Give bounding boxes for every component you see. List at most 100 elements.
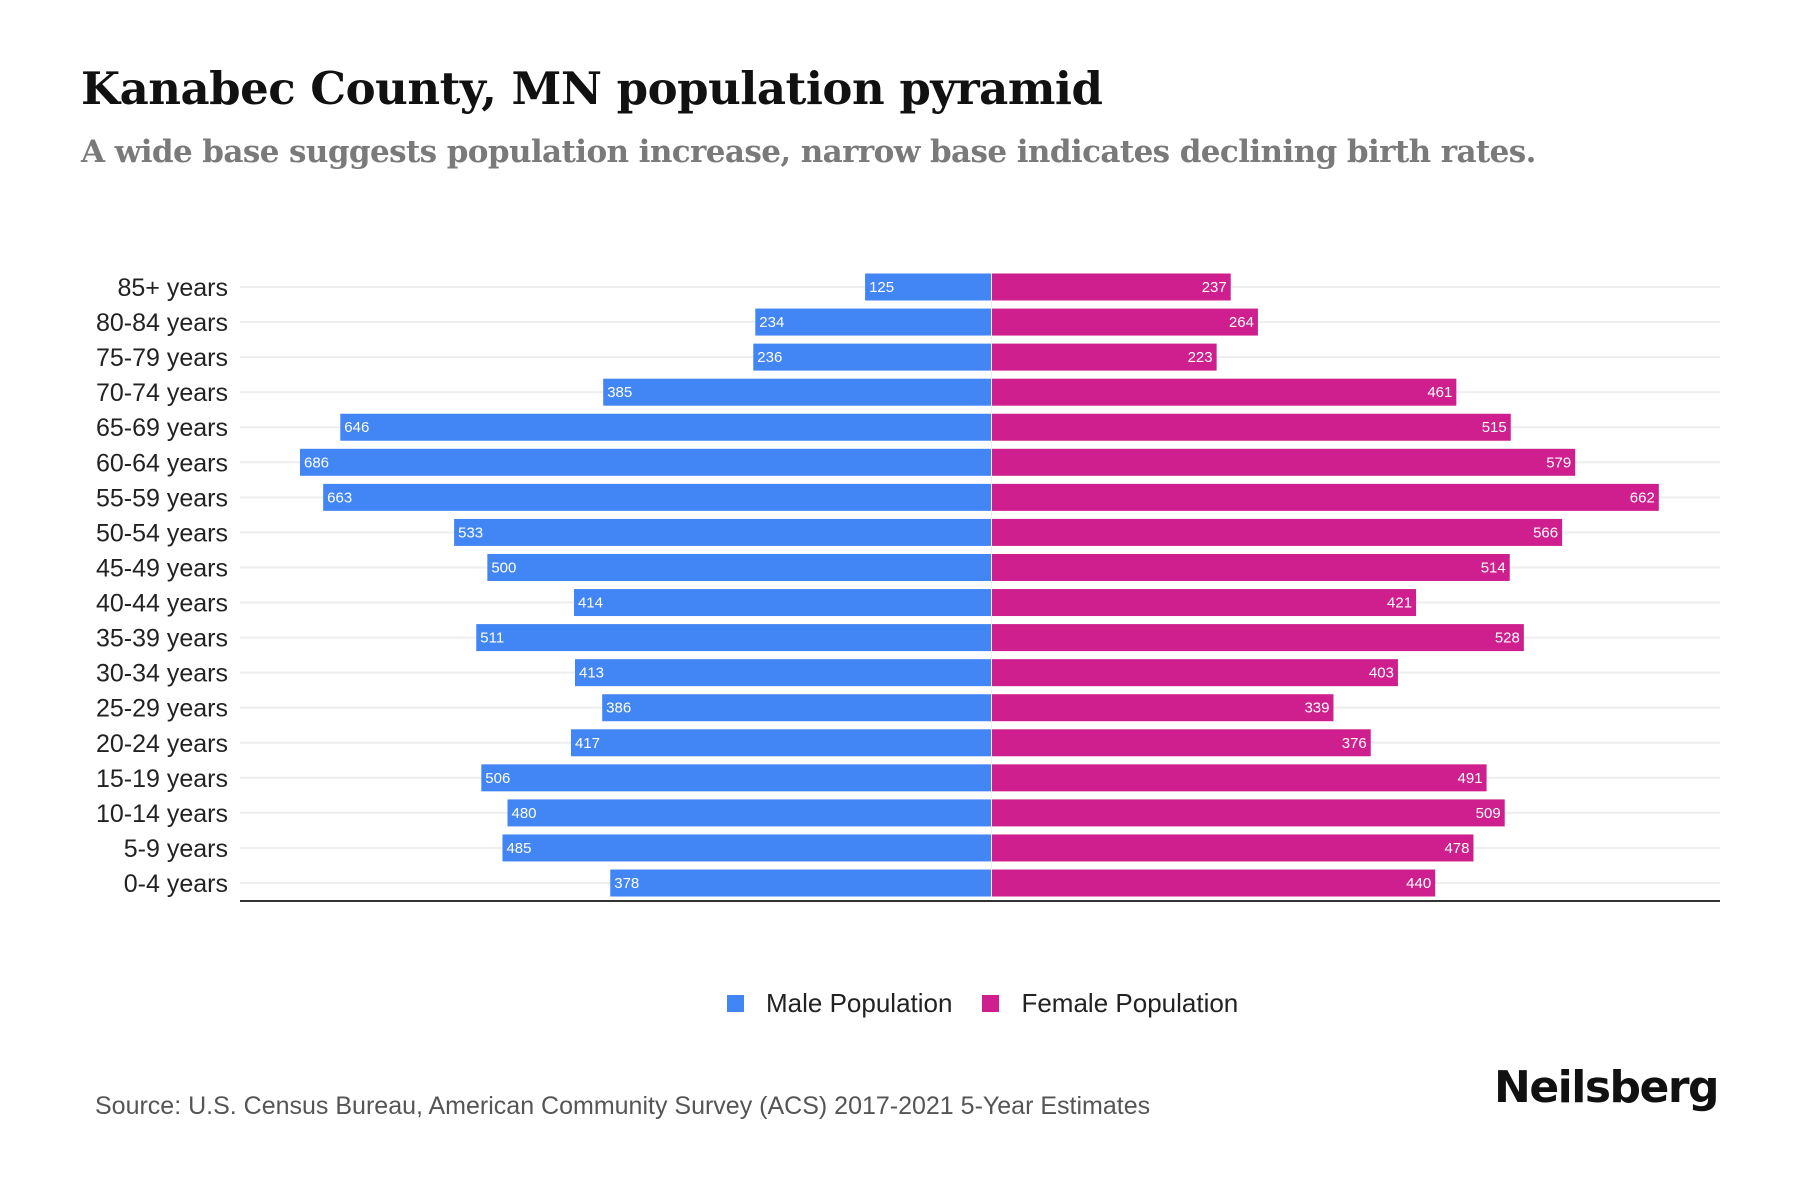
male-value-label: 378: [614, 875, 639, 892]
age-group-label: 10-14 years: [96, 800, 228, 828]
age-group-label: 65-69 years: [96, 414, 228, 442]
male-bar[interactable]: [865, 273, 991, 301]
female-value-label: 376: [1342, 735, 1367, 752]
male-bar[interactable]: [300, 448, 991, 476]
female-value-label: 662: [1630, 489, 1655, 506]
female-value-label: 223: [1188, 349, 1213, 366]
age-group-label: 25-29 years: [96, 695, 228, 723]
male-bar[interactable]: [502, 834, 991, 862]
brand-logo: Neilsberg: [1494, 1062, 1720, 1113]
male-value-label: 480: [512, 805, 537, 822]
female-bar[interactable]: [992, 694, 1334, 722]
male-bar[interactable]: [340, 413, 992, 441]
female-bar[interactable]: [992, 589, 1417, 617]
age-group-label: 75-79 years: [96, 344, 228, 372]
female-bar[interactable]: [992, 413, 1511, 441]
male-value-label: 413: [579, 665, 604, 682]
male-value-label: 385: [607, 384, 632, 401]
female-bar[interactable]: [992, 343, 1217, 371]
male-bar[interactable]: [753, 343, 991, 371]
female-value-label: 509: [1476, 805, 1501, 822]
legend-swatch-female: [982, 995, 1000, 1012]
female-value-label: 421: [1387, 595, 1412, 612]
male-value-label: 125: [869, 279, 894, 296]
age-group-label: 55-59 years: [96, 484, 228, 512]
legend-label-male: Male Population: [766, 988, 953, 1018]
age-group-label: 40-44 years: [96, 590, 228, 618]
male-value-label: 506: [485, 770, 510, 787]
female-bar[interactable]: [992, 764, 1487, 792]
female-bar[interactable]: [992, 729, 1371, 757]
bars: 125 237 234 264 236 223 385 461 646 515 686 579 663 6…: [300, 273, 1659, 897]
male-bar[interactable]: [507, 799, 991, 827]
male-bar[interactable]: [487, 553, 991, 581]
male-bar[interactable]: [602, 694, 991, 722]
female-bar[interactable]: [992, 624, 1524, 652]
female-bar[interactable]: [992, 308, 1258, 336]
legend-item-male[interactable]: Male Population: [727, 988, 952, 1019]
male-value-label: 511: [480, 630, 504, 647]
male-value-label: 417: [575, 735, 600, 752]
female-bar[interactable]: [992, 869, 1436, 897]
female-bar[interactable]: [992, 273, 1231, 301]
female-value-label: 237: [1202, 279, 1227, 296]
age-group-label: 80-84 years: [96, 309, 228, 337]
male-value-label: 663: [327, 489, 352, 506]
male-value-label: 236: [757, 349, 782, 366]
male-bar[interactable]: [570, 729, 991, 757]
age-group-label: 35-39 years: [96, 625, 228, 653]
male-value-label: 686: [304, 454, 329, 471]
legend-swatch-male: [727, 995, 744, 1012]
female-bar[interactable]: [992, 834, 1474, 862]
female-value-label: 566: [1533, 524, 1558, 541]
age-group-label: 85+ years: [118, 274, 229, 302]
female-value-label: 264: [1229, 314, 1254, 331]
male-bar[interactable]: [755, 308, 991, 336]
female-bar[interactable]: [992, 378, 1457, 406]
male-bar[interactable]: [323, 483, 992, 511]
legend-label-female: Female Population: [1021, 988, 1239, 1018]
legend: Male Population Female Population: [727, 988, 1268, 1019]
female-value-label: 478: [1444, 840, 1469, 857]
male-bar[interactable]: [603, 378, 991, 406]
male-bar[interactable]: [476, 624, 991, 652]
legend-item-female[interactable]: Female Population: [982, 988, 1238, 1019]
male-bar[interactable]: [481, 764, 991, 792]
female-value-label: 514: [1481, 559, 1506, 576]
male-value-label: 646: [344, 419, 369, 436]
chart-title: Kanabec County, MN population pyramid: [81, 62, 1103, 115]
source-note: Source: U.S. Census Bureau, American Com…: [95, 1092, 1151, 1120]
male-bar[interactable]: [454, 518, 991, 546]
female-value-label: 403: [1369, 665, 1394, 682]
male-bar[interactable]: [573, 589, 991, 617]
chart-subtitle: A wide base suggests population increase…: [81, 134, 1536, 170]
male-value-label: 414: [578, 595, 603, 612]
female-bar[interactable]: [992, 553, 1510, 581]
age-group-label: 60-64 years: [96, 449, 228, 477]
female-value-label: 440: [1406, 875, 1431, 892]
male-value-label: 533: [458, 524, 483, 541]
female-value-label: 339: [1304, 700, 1329, 717]
category-labels: 85+ years 80-84 years 75-79 years 70-74 yea…: [96, 274, 228, 898]
female-value-label: 515: [1482, 419, 1507, 436]
female-value-label: 579: [1546, 454, 1571, 471]
age-group-label: 20-24 years: [96, 730, 228, 758]
female-bar[interactable]: [992, 448, 1576, 476]
age-group-label: 50-54 years: [96, 519, 228, 547]
female-value-label: 461: [1427, 384, 1452, 401]
male-value-label: 234: [759, 314, 784, 331]
female-bar[interactable]: [992, 799, 1505, 827]
female-bar[interactable]: [992, 483, 1659, 511]
age-group-label: 30-34 years: [96, 660, 228, 688]
age-group-label: 5-9 years: [124, 835, 228, 863]
age-group-label: 70-74 years: [96, 379, 228, 407]
gridlines: [240, 286, 1720, 885]
male-value-label: 500: [491, 559, 516, 576]
female-bar[interactable]: [992, 659, 1398, 687]
female-bar[interactable]: [992, 518, 1563, 546]
male-bar[interactable]: [574, 659, 991, 687]
male-bar[interactable]: [610, 869, 991, 897]
age-group-label: 15-19 years: [96, 765, 228, 793]
female-value-label: 491: [1458, 770, 1483, 787]
